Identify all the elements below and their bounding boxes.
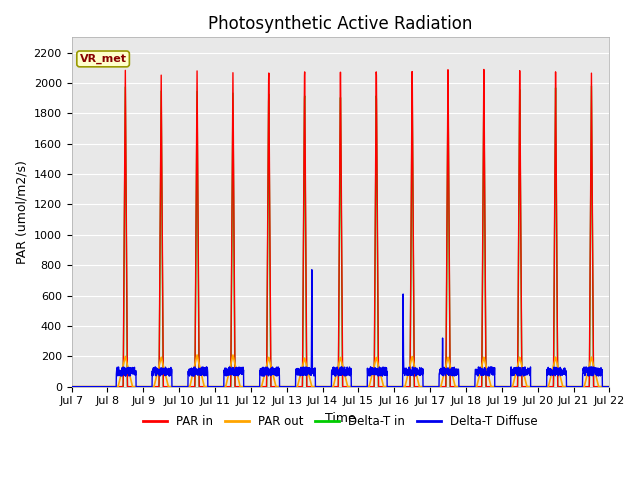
Legend: PAR in, PAR out, Delta-T in, Delta-T Diffuse: PAR in, PAR out, Delta-T in, Delta-T Dif… [138,411,543,433]
Text: VR_met: VR_met [79,54,127,64]
X-axis label: Time: Time [325,412,356,425]
Title: Photosynthetic Active Radiation: Photosynthetic Active Radiation [208,15,472,33]
Y-axis label: PAR (umol/m2/s): PAR (umol/m2/s) [15,160,28,264]
